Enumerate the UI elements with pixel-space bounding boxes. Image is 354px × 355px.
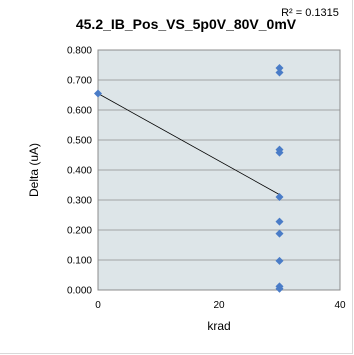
data-point (275, 148, 284, 157)
y-tick-label: 0.300 (67, 196, 92, 207)
r-squared-label: R² = 0.1315 (281, 7, 339, 19)
y-tick-label: 0.600 (67, 106, 92, 117)
data-point (275, 229, 284, 238)
x-tick-label: 20 (213, 300, 225, 311)
y-tick-label: 0.000 (67, 286, 92, 297)
chart-title: 45.2_IB_Pos_VS_5p0V_80V_0mV (76, 16, 297, 32)
y-tick-labels: 0.000 0.100 0.200 0.300 0.400 0.500 0.600 0.700… (67, 46, 92, 297)
y-tick-label: 0.500 (67, 136, 92, 147)
y-tick-label: 0.800 (67, 46, 92, 57)
data-point (275, 217, 284, 226)
data-point (275, 64, 284, 72)
y-tick-label: 0.400 (67, 166, 92, 177)
gridlines (98, 79, 340, 261)
x-axis-label: krad (207, 319, 230, 333)
trendline (97, 93, 280, 195)
y-tick-label: 0.700 (67, 76, 92, 87)
data-point (275, 68, 284, 77)
data-points (94, 64, 284, 293)
x-tick-label: 40 (334, 300, 346, 311)
y-tick-label: 0.200 (67, 226, 92, 237)
data-point (94, 89, 102, 98)
y-tick-label: 0.100 (67, 256, 92, 267)
y-axis-label: Delta (uA) (27, 143, 41, 197)
x-tick-labels: 0 20 40 (95, 300, 346, 311)
data-point (275, 284, 284, 293)
x-tick-label: 0 (95, 300, 101, 311)
data-point (275, 256, 284, 265)
data-point (275, 193, 284, 201)
